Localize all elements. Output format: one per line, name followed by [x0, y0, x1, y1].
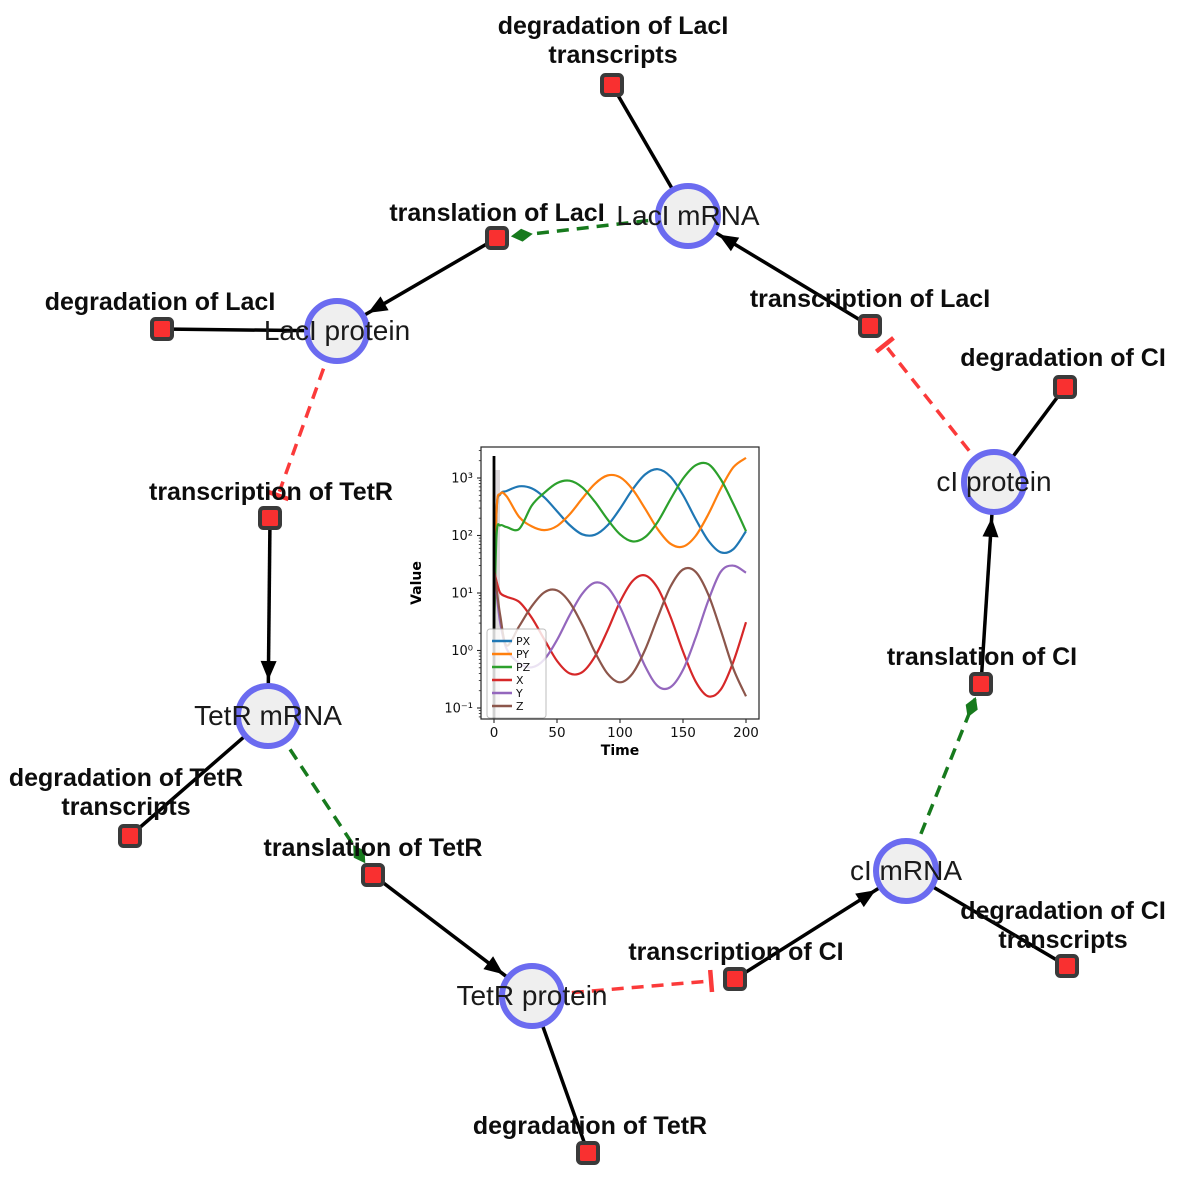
x-tick-label: 0 — [490, 725, 499, 741]
reaction-label-transcription-tetr: transcription of TetR — [149, 478, 393, 506]
reaction-label-deg-ci-transcripts: degradation of CI transcripts — [960, 897, 1166, 954]
reaction-node-transcription-ci[interactable] — [723, 967, 747, 991]
species-node-ci-mrna[interactable] — [873, 838, 939, 904]
arrowhead-icon — [483, 956, 504, 975]
y-axis-label: Value — [409, 561, 425, 605]
inhibitor-bar-icon — [707, 969, 715, 993]
species-node-laci-mrna[interactable] — [655, 183, 721, 249]
reaction-node-deg-laci[interactable] — [150, 317, 174, 341]
arrowhead-icon — [260, 660, 277, 680]
legend-box — [486, 628, 547, 719]
y-tick-label: 10⁻¹ — [444, 702, 473, 717]
reaction-label-deg-laci-transcripts: degradation of LacI transcripts — [498, 12, 729, 69]
y-tick-label: 10² — [451, 529, 473, 544]
reaction-label-deg-ci: degradation of CI — [960, 344, 1166, 372]
arrowhead-icon — [368, 296, 389, 313]
legend-label-PY: PY — [516, 648, 529, 661]
legend-label-Z: Z — [516, 700, 524, 713]
species-node-laci-protein[interactable] — [304, 298, 370, 364]
reaction-node-transcription-tetr[interactable] — [258, 506, 282, 530]
arrowhead-icon — [982, 517, 999, 538]
catalysis-arrowhead-icon — [353, 845, 366, 864]
x-tick-label: 50 — [548, 725, 565, 741]
reaction-node-translation-laci[interactable] — [485, 226, 509, 250]
y-tick-label: 10¹ — [451, 587, 473, 602]
reaction-node-deg-ci-transcripts[interactable] — [1055, 954, 1079, 978]
legend-label-X: X — [516, 674, 524, 687]
species-label-tetr-mrna: TetR mRNA — [194, 700, 342, 731]
reaction-label-translation-ci: translation of CI — [887, 643, 1077, 671]
species-label-laci-protein: LacI protein — [264, 315, 410, 346]
axis-ticks — [477, 450, 747, 723]
y-tick-label: 10³ — [451, 472, 473, 487]
series-PX — [492, 468, 747, 634]
edge-production-translation-tetr-to-tetr-protein — [371, 873, 534, 998]
legend-label-PX: PX — [516, 635, 531, 648]
reaction-label-transcription-ci: transcription of CI — [628, 938, 843, 966]
nodes-layer — [118, 73, 1079, 1165]
reaction-node-translation-ci[interactable] — [969, 672, 993, 696]
series-PY — [492, 456, 747, 634]
arrowhead-icon — [718, 234, 740, 252]
edge-production-transcription-laci-to-laci-mrna — [687, 214, 871, 328]
x-axis-label: Time — [601, 743, 639, 759]
arrowhead-icon — [855, 890, 876, 908]
reaction-node-deg-ci[interactable] — [1053, 375, 1077, 399]
tick-labels: 10⁻¹ 10⁰ 10¹ 10² 10³ 0 50 100 150 200 — [444, 472, 759, 742]
catalysis-arrowhead-icon — [965, 697, 978, 718]
reaction-label-translation-tetr: translation of TetR — [264, 834, 483, 862]
reaction-node-deg-tetr[interactable] — [576, 1141, 600, 1165]
legend-label-PZ: PZ — [516, 661, 531, 674]
species-node-ci-protein[interactable] — [961, 449, 1027, 515]
reaction-label-translation-laci: translation of LacI — [389, 199, 604, 227]
reaction-label-deg-tetr-transcripts: degradation of TetR transcripts — [9, 764, 243, 821]
x-tick-label: 100 — [607, 725, 633, 741]
species-label-laci-mrna: LacI mRNA — [616, 200, 759, 231]
species-label-ci-mrna: cI mRNA — [850, 855, 962, 886]
y-tick-label: 10⁰ — [451, 644, 473, 659]
species-label-ci-protein: cI protein — [936, 466, 1051, 497]
reaction-label-deg-tetr: degradation of TetR — [473, 1112, 707, 1140]
edge-production-transcription-ci-to-ci-mrna — [734, 869, 907, 981]
legend-label-Y: Y — [515, 687, 523, 700]
series-PZ — [492, 461, 748, 634]
species-node-tetr-mrna[interactable] — [235, 683, 301, 749]
edge-production-translation-ci-to-ci-protein — [979, 481, 996, 685]
labels-layer: degradation of LacI transcripts translatio… — [9, 12, 1166, 1140]
reaction-node-deg-laci-transcripts[interactable] — [600, 73, 624, 97]
inhibitor-bar-icon — [266, 489, 290, 502]
reaction-node-transcription-laci[interactable] — [858, 314, 882, 338]
reaction-label-transcription-laci: transcription of LacI — [750, 285, 990, 313]
species-node-tetr-protein[interactable] — [499, 963, 565, 1029]
series-X — [492, 569, 748, 698]
x-tick-label: 200 — [733, 725, 759, 741]
reaction-label-deg-laci: degradation of LacI — [45, 288, 276, 316]
x-tick-label: 150 — [670, 725, 696, 741]
edge-production-transcription-tetr-to-tetr-mrna — [266, 517, 272, 717]
inhibitor-bar-icon — [874, 336, 895, 354]
catalysis-arrowhead-icon — [510, 228, 533, 242]
species-label-tetr-protein: TetR protein — [457, 980, 608, 1011]
reaction-node-translation-tetr[interactable] — [361, 863, 385, 887]
reaction-node-deg-tetr-transcripts[interactable] — [118, 824, 142, 848]
timeseries-inset: PX PY PZ X Y Z 10⁻¹ 10⁰ 10¹ 10² 10³ 0 50 100 150 200 Tim… — [408, 430, 780, 766]
